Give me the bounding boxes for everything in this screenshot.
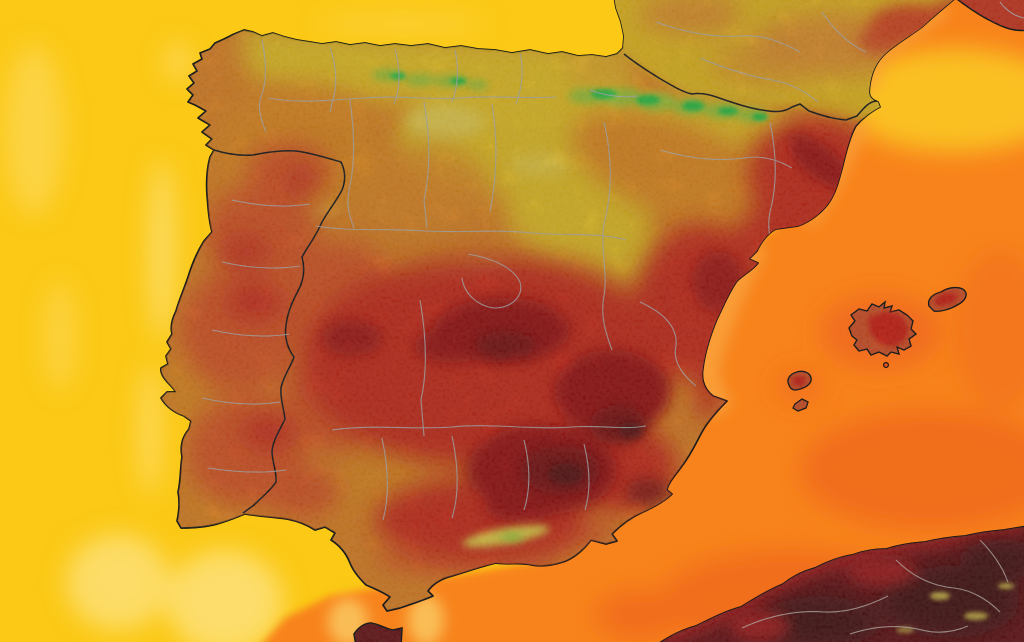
sea-patch <box>955 250 1024 410</box>
sea-patch <box>840 48 1024 152</box>
sea-patch <box>148 160 176 340</box>
sea-patch <box>800 410 1024 530</box>
sea-patch <box>66 534 170 630</box>
sea-patch <box>164 42 192 82</box>
sea-patch <box>408 594 444 642</box>
alboran-pale-patches <box>328 594 444 642</box>
sea-patch <box>167 550 283 642</box>
cabrera-island <box>882 362 889 369</box>
sea-patch <box>44 281 76 391</box>
sea-patch <box>317 14 487 34</box>
balearic-islands <box>787 286 967 412</box>
sea-patch <box>4 45 64 215</box>
sea-patch <box>595 590 685 640</box>
atlantic-pale-wisps <box>4 14 487 642</box>
gulf-of-lion <box>840 48 1024 152</box>
sea-patch <box>138 365 162 495</box>
